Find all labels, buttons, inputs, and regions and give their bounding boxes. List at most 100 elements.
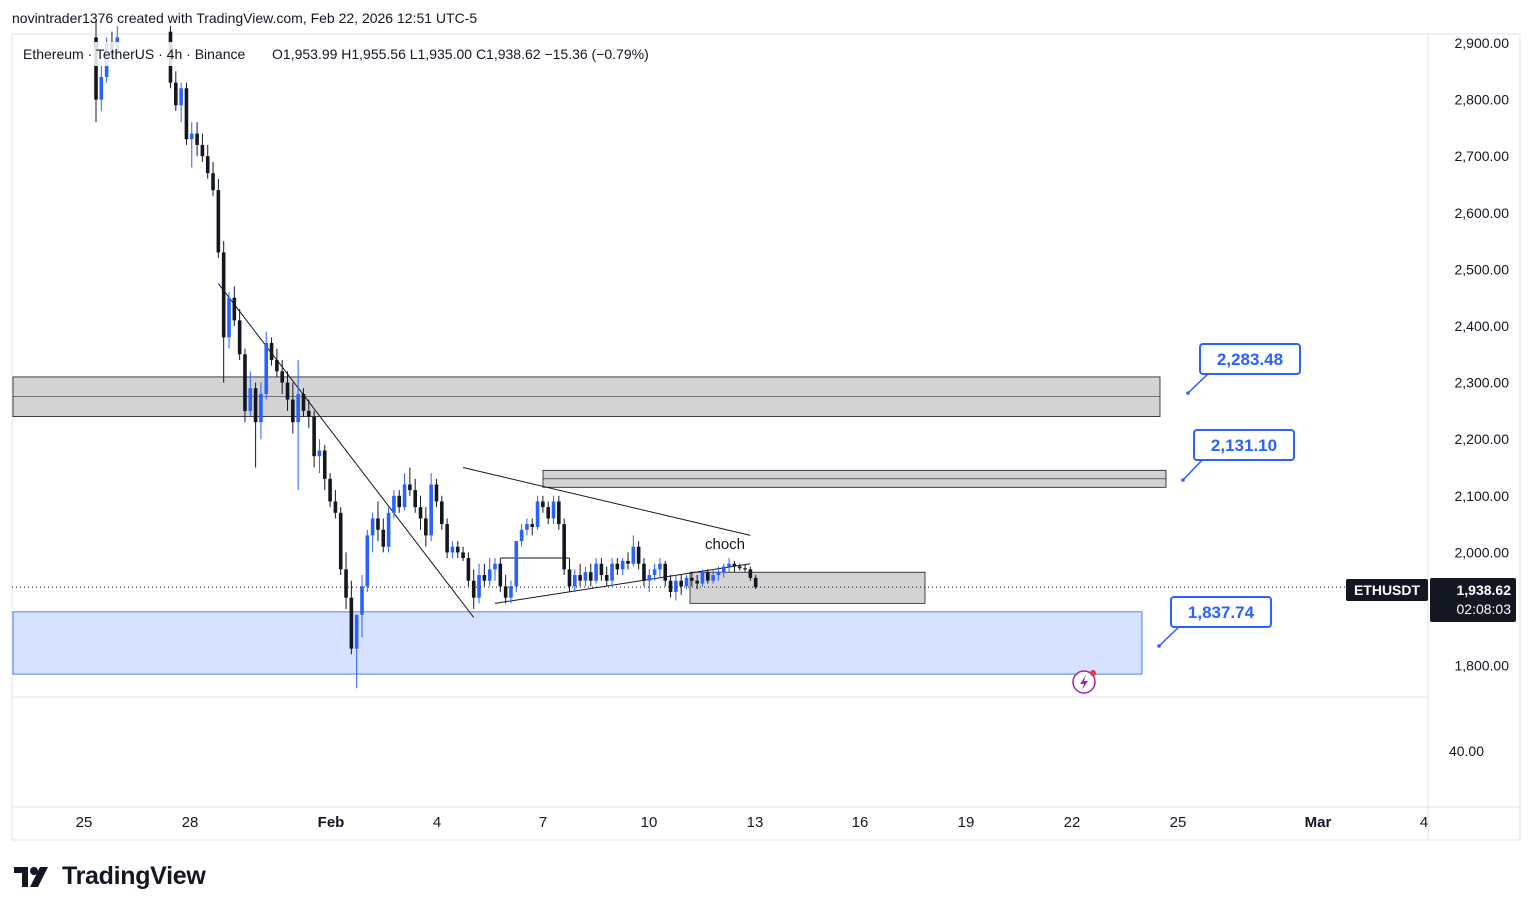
candle [370, 512, 375, 553]
candle-body [679, 580, 683, 587]
candle-body [392, 495, 396, 513]
candle [509, 580, 513, 604]
candle [626, 552, 630, 570]
candle [711, 569, 715, 584]
candle-body [333, 501, 338, 513]
candle [237, 309, 242, 360]
candle-body [285, 382, 290, 400]
lightning-alert-icon[interactable] [1072, 670, 1096, 694]
candle-body [636, 546, 641, 564]
trendline [217, 283, 475, 618]
candle [727, 558, 731, 573]
candle [461, 546, 465, 561]
candle-body [99, 76, 104, 100]
price-tick-label: 2,400.00 [1455, 318, 1510, 334]
time-tick-label: 16 [852, 814, 869, 831]
candle-body [519, 529, 524, 542]
candle [487, 558, 492, 587]
time-tick-label: Mar [1305, 814, 1332, 831]
price-tick-label: 2,900.00 [1455, 35, 1510, 51]
callout-pointer [1187, 371, 1218, 394]
candle [253, 382, 258, 468]
candle-body [408, 484, 412, 491]
candle [184, 82, 189, 145]
candle [658, 558, 662, 578]
candle-body [253, 388, 258, 423]
candle-body [370, 518, 375, 536]
symbol-title[interactable]: Ethereum · TetherUS · 4h · Binance [23, 46, 246, 62]
candle [604, 566, 609, 587]
candle [551, 495, 556, 525]
candle [285, 371, 290, 411]
candle-body [221, 252, 226, 338]
tradingview-brand: TradingView [62, 862, 206, 890]
candle [519, 524, 524, 547]
candle-body [503, 586, 508, 598]
creator-credit: novintrader1376 created with TradingView… [12, 10, 478, 26]
candle-body [360, 586, 364, 615]
candle [312, 410, 316, 468]
candle [280, 359, 284, 394]
candle-body [349, 597, 354, 649]
candle [535, 495, 540, 530]
candle-body [631, 546, 636, 564]
candle-body [737, 566, 742, 569]
candle [424, 507, 428, 547]
candle [748, 566, 753, 581]
time-tick-label: 28 [182, 814, 199, 831]
candle-body [695, 580, 699, 584]
candle-body [354, 614, 359, 649]
trendline [462, 467, 751, 536]
price-axis: 2,900.00 2,800.00 2,700.00 2,600.00 2,500.00… [1455, 35, 1510, 674]
candle-body [626, 560, 630, 564]
price-callout: 1,837.74 [1157, 596, 1272, 648]
callout-anchor [1186, 391, 1190, 395]
price-tick-label: 2,500.00 [1455, 261, 1510, 277]
candle [227, 292, 231, 349]
candle [493, 558, 497, 581]
candle-body [604, 575, 609, 581]
candle-body [211, 173, 215, 191]
candle [259, 382, 263, 440]
candle [631, 535, 636, 567]
candle-body [440, 501, 444, 525]
candle [328, 473, 332, 508]
candle-body [259, 393, 263, 423]
price-tick-label: 2,600.00 [1455, 205, 1510, 221]
tradingview-logo[interactable]: TradingView [14, 862, 206, 891]
candle [338, 507, 343, 576]
candle [620, 558, 625, 576]
time-tick-label: 10 [641, 814, 658, 831]
chart-frame [11, 33, 1521, 841]
price-callout: 2,131.10 [1181, 429, 1295, 482]
candle [307, 399, 311, 428]
candle [530, 518, 535, 536]
candle [408, 467, 412, 496]
time-tick-label: 22 [1064, 814, 1081, 831]
candle [610, 558, 614, 587]
candle [189, 122, 194, 168]
candle-body [716, 572, 721, 576]
candle-body [684, 577, 689, 587]
candle [195, 122, 199, 157]
candle [429, 473, 433, 542]
candle [466, 552, 471, 587]
candle [344, 552, 348, 609]
last-price-label: 1,938.62 [1457, 582, 1512, 598]
candle-body [466, 558, 471, 581]
candle-body [365, 535, 370, 587]
candle-body [328, 478, 332, 502]
candle-body [94, 37, 98, 100]
callout-box [1170, 596, 1272, 628]
candle [296, 359, 300, 491]
time-tick-label: 19 [958, 814, 975, 831]
candle-body [307, 410, 311, 417]
candle-body [216, 190, 221, 253]
candle-body [434, 484, 439, 502]
candle-body [753, 577, 758, 588]
candle [221, 241, 226, 383]
candle-body [471, 580, 476, 598]
candle-body [514, 541, 519, 587]
candle [498, 558, 503, 593]
